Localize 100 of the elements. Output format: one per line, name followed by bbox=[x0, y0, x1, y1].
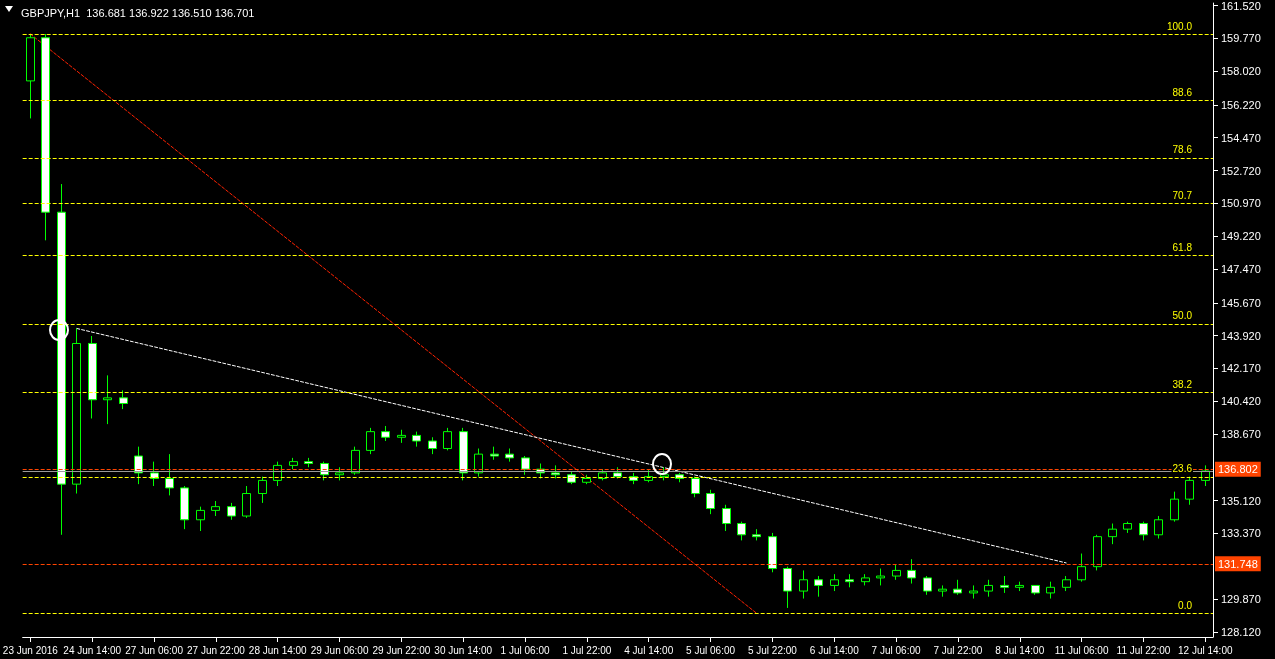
x-tick-label: 11 Jul 22:00 bbox=[1116, 644, 1171, 656]
x-tick-label: 11 Jul 06:00 bbox=[1054, 644, 1109, 656]
candlestick bbox=[567, 470, 576, 485]
candlestick bbox=[474, 448, 483, 478]
candlestick bbox=[397, 429, 406, 444]
candlestick bbox=[1170, 491, 1179, 523]
candlestick bbox=[211, 500, 220, 517]
annotation: 50.0 bbox=[1172, 310, 1193, 322]
annotation: 38.2 bbox=[1172, 378, 1193, 390]
candlestick bbox=[150, 461, 159, 487]
candlestick bbox=[428, 436, 437, 455]
candlestick bbox=[1031, 584, 1040, 596]
candlestick bbox=[953, 579, 962, 596]
candlestick bbox=[737, 521, 746, 541]
x-tick-label: 5 Jul 06:00 bbox=[686, 644, 736, 656]
candlestick bbox=[1154, 515, 1163, 540]
candlestick bbox=[861, 573, 870, 586]
candlestick bbox=[196, 506, 205, 532]
candlestick bbox=[351, 446, 360, 476]
y-tick-label: 145.670 bbox=[1221, 296, 1261, 309]
x-tick-label: 29 Jun 22:00 bbox=[372, 644, 431, 656]
candlestick bbox=[1015, 581, 1024, 592]
candlestick bbox=[768, 532, 777, 573]
candlestick bbox=[366, 427, 375, 455]
x-tick-label: 7 Jul 22:00 bbox=[933, 644, 983, 656]
candlestick bbox=[907, 558, 916, 585]
candlestick bbox=[443, 427, 452, 451]
candlestick bbox=[845, 573, 854, 588]
candlestick bbox=[984, 579, 993, 598]
annotation: 70.7 bbox=[1172, 190, 1193, 202]
x-tick-label: 23 Jun 2016 bbox=[2, 644, 59, 656]
y-tick-label: 156.220 bbox=[1221, 98, 1261, 111]
y-tick-label: 149.220 bbox=[1221, 230, 1261, 243]
candlestick bbox=[1046, 581, 1055, 600]
candlestick bbox=[876, 568, 885, 586]
x-tick-label: 24 Jun 14:00 bbox=[63, 644, 122, 656]
candlestick bbox=[691, 476, 700, 498]
y-tick-label: 158.020 bbox=[1221, 65, 1261, 78]
candlestick bbox=[892, 564, 901, 581]
annotation: 100.0 bbox=[1166, 20, 1193, 32]
x-tick-label: 1 Jul 22:00 bbox=[562, 644, 612, 656]
candlestick bbox=[783, 566, 792, 609]
x-tick-label: 30 Jun 14:00 bbox=[434, 644, 493, 656]
candlestick bbox=[722, 504, 731, 532]
y-tick-label: 142.170 bbox=[1221, 362, 1261, 375]
candlestick bbox=[1108, 523, 1117, 545]
candlestick bbox=[1185, 476, 1194, 506]
y-tick-label: 159.770 bbox=[1221, 32, 1261, 45]
annotation: 78.6 bbox=[1172, 144, 1193, 156]
x-tick-label: 27 Jun 06:00 bbox=[125, 644, 184, 656]
x-tick-label: 29 Jun 06:00 bbox=[310, 644, 369, 656]
candlestick bbox=[1093, 534, 1102, 571]
candlestick bbox=[180, 485, 189, 530]
x-tick-label: 6 Jul 14:00 bbox=[809, 644, 860, 656]
candlestick bbox=[165, 453, 174, 496]
candlestick bbox=[969, 584, 978, 600]
annotation: 61.8 bbox=[1172, 241, 1193, 253]
x-tick-label: 8 Jul 14:00 bbox=[995, 644, 1045, 656]
y-tick-label: 128.120 bbox=[1221, 625, 1261, 638]
candlestick bbox=[459, 427, 468, 481]
candlestick bbox=[938, 584, 947, 598]
candlestick bbox=[1123, 521, 1132, 534]
candlestick bbox=[799, 569, 808, 600]
x-tick-label: 12 Jul 14:00 bbox=[1178, 644, 1233, 656]
candlestick bbox=[923, 575, 932, 596]
y-tick-label: 133.370 bbox=[1221, 527, 1261, 540]
candlestick bbox=[103, 374, 112, 425]
y-tick-label: 140.420 bbox=[1221, 395, 1261, 408]
candlestick bbox=[814, 575, 823, 598]
y-tick-label: 154.470 bbox=[1221, 131, 1261, 144]
candlestick bbox=[119, 389, 128, 410]
x-tick-label: 7 Jul 06:00 bbox=[871, 644, 921, 656]
y-tick-label: 147.470 bbox=[1221, 263, 1261, 276]
candlestick bbox=[134, 446, 143, 485]
candlestick bbox=[227, 502, 236, 521]
candlestick bbox=[752, 528, 761, 541]
candlestick bbox=[289, 457, 298, 470]
x-tick-label: 4 Jul 14:00 bbox=[624, 644, 674, 656]
candlestick bbox=[304, 457, 313, 468]
x-tick-label: 28 Jun 14:00 bbox=[248, 644, 308, 656]
candlestick bbox=[582, 474, 591, 485]
candlestick bbox=[644, 468, 653, 483]
annotation: 23.6 bbox=[1172, 463, 1193, 475]
candlestick bbox=[490, 446, 499, 461]
candlestick bbox=[242, 485, 251, 519]
y-tick-label: 152.720 bbox=[1221, 164, 1261, 177]
ref-line-label: 131.748 bbox=[1218, 557, 1258, 570]
candlestick bbox=[706, 489, 715, 515]
candlestick bbox=[1139, 521, 1148, 541]
x-tick-label: 1 Jul 06:00 bbox=[500, 644, 550, 656]
annotation: 88.6 bbox=[1172, 86, 1193, 98]
candlestick bbox=[381, 425, 390, 442]
y-tick-label: 161.520 bbox=[1221, 0, 1261, 12]
ref-line-label: 136.802 bbox=[1218, 463, 1258, 476]
candlestick bbox=[335, 466, 344, 481]
candlestick bbox=[1062, 575, 1071, 592]
candlestick bbox=[412, 431, 421, 448]
x-tick-label: 5 Jul 22:00 bbox=[747, 644, 798, 656]
candlestick bbox=[258, 476, 267, 504]
candlestick bbox=[26, 33, 35, 119]
